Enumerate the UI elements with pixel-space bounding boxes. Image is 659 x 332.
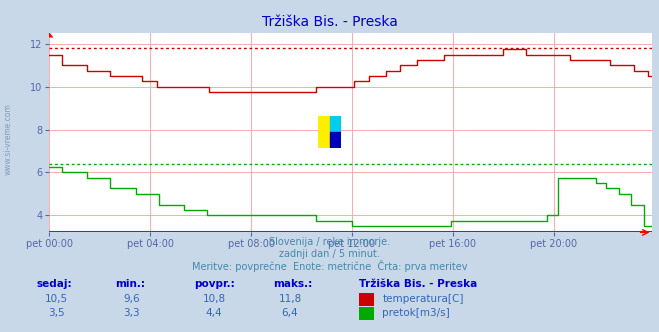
Text: pretok[m3/s]: pretok[m3/s] xyxy=(382,308,450,318)
Text: 4,4: 4,4 xyxy=(206,308,223,318)
Text: 11,8: 11,8 xyxy=(278,294,302,304)
Text: 10,5: 10,5 xyxy=(44,294,68,304)
Text: 9,6: 9,6 xyxy=(123,294,140,304)
Bar xyxy=(330,116,341,132)
Text: 6,4: 6,4 xyxy=(281,308,299,318)
Text: sedaj:: sedaj: xyxy=(36,279,72,289)
Text: Tržiška Bis. - Preska: Tržiška Bis. - Preska xyxy=(359,279,477,289)
Text: Slovenija / reke in morje.: Slovenija / reke in morje. xyxy=(269,237,390,247)
Bar xyxy=(318,116,330,148)
Text: Meritve: povprečne  Enote: metrične  Črta: prva meritev: Meritve: povprečne Enote: metrične Črta:… xyxy=(192,260,467,272)
Text: www.si-vreme.com: www.si-vreme.com xyxy=(4,104,13,175)
Text: 3,3: 3,3 xyxy=(123,308,140,318)
Text: Tržiška Bis. - Preska: Tržiška Bis. - Preska xyxy=(262,15,397,29)
Text: min.:: min.: xyxy=(115,279,146,289)
Text: zadnji dan / 5 minut.: zadnji dan / 5 minut. xyxy=(279,249,380,259)
Bar xyxy=(330,132,341,148)
Text: povpr.:: povpr.: xyxy=(194,279,235,289)
Text: 3,5: 3,5 xyxy=(47,308,65,318)
Text: 10,8: 10,8 xyxy=(202,294,226,304)
Text: maks.:: maks.: xyxy=(273,279,313,289)
Text: temperatura[C]: temperatura[C] xyxy=(382,294,464,304)
